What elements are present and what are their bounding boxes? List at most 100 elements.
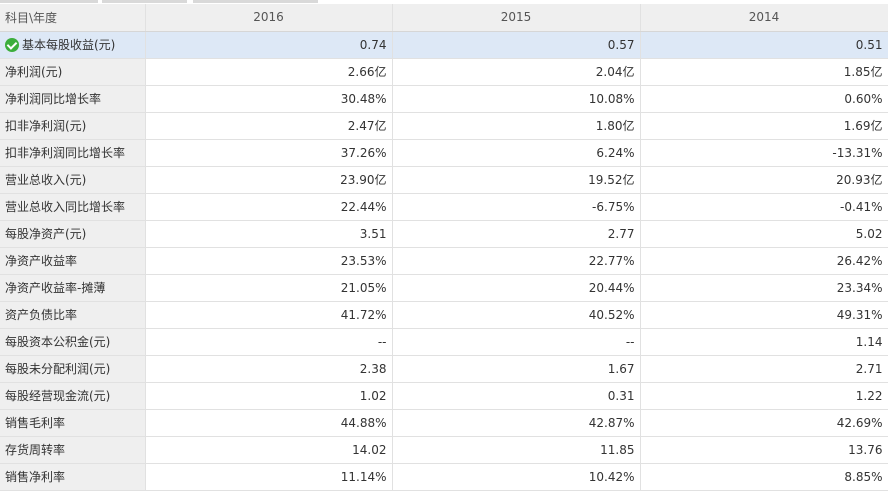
row-label-cell[interactable]: 净资产收益率-摊薄 — [0, 274, 146, 302]
table-row[interactable]: 存货周转率 14.02 11.85 13.76 — [0, 436, 888, 464]
value-cell: 2.71 — [640, 355, 888, 383]
row-label: 每股未分配利润(元) — [5, 362, 111, 376]
value-cell: 2.77 — [392, 220, 641, 248]
value-cell: 42.87% — [392, 409, 641, 437]
row-label-cell[interactable]: 营业总收入(元) — [0, 166, 146, 194]
value-cell: 49.31% — [640, 301, 888, 329]
row-label: 销售净利率 — [5, 470, 66, 484]
row-label-cell[interactable]: 每股经营现金流(元) — [0, 382, 146, 410]
row-label-cell[interactable]: 净利润(元) — [0, 58, 146, 86]
table-row[interactable]: 每股净资产(元) 3.51 2.77 5.02 — [0, 220, 888, 248]
table-row[interactable]: 营业总收入(元) 23.90亿 19.52亿 20.93亿 — [0, 166, 888, 194]
row-label: 存货周转率 — [5, 443, 66, 457]
value-cell: 20.93亿 — [640, 166, 888, 194]
value-cell: 21.05% — [145, 274, 393, 302]
value-cell: 2.04亿 — [392, 58, 641, 86]
value-cell: 1.14 — [640, 328, 888, 356]
value-cell: 13.76 — [640, 436, 888, 464]
row-label-cell[interactable]: 存货周转率 — [0, 436, 146, 464]
value-cell: 22.77% — [392, 247, 641, 275]
value-cell: 2.66亿 — [145, 58, 393, 86]
value-cell: 1.80亿 — [392, 112, 641, 140]
row-label: 每股经营现金流(元) — [5, 389, 111, 403]
value-cell: 5.02 — [640, 220, 888, 248]
table-row[interactable]: 销售毛利率 44.88% 42.87% 42.69% — [0, 409, 888, 437]
row-label-cell[interactable]: 每股资本公积金(元) — [0, 328, 146, 356]
row-label: 营业总收入(元) — [5, 173, 87, 187]
row-label-cell[interactable]: 每股未分配利润(元) — [0, 355, 146, 383]
value-cell: 1.02 — [145, 382, 393, 410]
value-cell: 41.72% — [145, 301, 393, 329]
value-cell: 14.02 — [145, 436, 393, 464]
tab-indicator — [102, 0, 187, 3]
value-cell: 10.42% — [392, 463, 641, 491]
value-cell: 19.52亿 — [392, 166, 641, 194]
row-label: 净利润(元) — [5, 65, 63, 79]
value-cell: -- — [145, 328, 393, 356]
tab-indicator — [193, 0, 318, 3]
value-cell: 0.51 — [640, 31, 888, 59]
header-year[interactable]: 2016 — [145, 4, 393, 32]
table-row[interactable]: 扣非净利润(元) 2.47亿 1.80亿 1.69亿 — [0, 112, 888, 140]
value-cell: 3.51 — [145, 220, 393, 248]
header-row: 科目\年度 2016 2015 2014 — [0, 4, 888, 32]
row-label-cell[interactable]: 扣非净利润(元) — [0, 112, 146, 140]
table-row[interactable]: 每股未分配利润(元) 2.38 1.67 2.71 — [0, 355, 888, 383]
table-row[interactable]: 每股资本公积金(元) -- -- 1.14 — [0, 328, 888, 356]
table-row[interactable]: 净资产收益率-摊薄 21.05% 20.44% 23.34% — [0, 274, 888, 302]
value-cell: 1.85亿 — [640, 58, 888, 86]
header-label: 科目\年度 — [0, 4, 146, 32]
value-cell: 30.48% — [145, 85, 393, 113]
header-year[interactable]: 2014 — [640, 4, 888, 32]
table-row[interactable]: 净资产收益率 23.53% 22.77% 26.42% — [0, 247, 888, 275]
table-row[interactable]: 净利润同比增长率 30.48% 10.08% 0.60% — [0, 85, 888, 113]
row-label: 基本每股收益(元) — [22, 38, 116, 52]
tab-indicator — [0, 0, 98, 3]
table-row[interactable]: 扣非净利润同比增长率 37.26% 6.24% -13.31% — [0, 139, 888, 167]
row-label: 扣非净利润同比增长率 — [5, 146, 126, 160]
value-cell: 11.85 — [392, 436, 641, 464]
value-cell: 8.85% — [640, 463, 888, 491]
row-label: 净资产收益率-摊薄 — [5, 281, 106, 295]
row-label-cell[interactable]: 净资产收益率 — [0, 247, 146, 275]
row-label: 每股资本公积金(元) — [5, 335, 111, 349]
value-cell: 1.67 — [392, 355, 641, 383]
row-label: 资产负债比率 — [5, 308, 78, 322]
table-row[interactable]: 每股经营现金流(元) 1.02 0.31 1.22 — [0, 382, 888, 410]
value-cell: 10.08% — [392, 85, 641, 113]
value-cell: 0.31 — [392, 382, 641, 410]
check-circle-icon — [5, 38, 19, 52]
table-row[interactable]: 基本每股收益(元) 0.74 0.57 0.51 — [0, 31, 888, 59]
table-row[interactable]: 销售净利率 11.14% 10.42% 8.85% — [0, 463, 888, 491]
table-row[interactable]: 资产负债比率 41.72% 40.52% 49.31% — [0, 301, 888, 329]
value-cell: -- — [392, 328, 641, 356]
row-label-cell[interactable]: 净利润同比增长率 — [0, 85, 146, 113]
value-cell: 2.47亿 — [145, 112, 393, 140]
value-cell: -0.41% — [640, 193, 888, 221]
row-label-cell[interactable]: 每股净资产(元) — [0, 220, 146, 248]
value-cell: 23.90亿 — [145, 166, 393, 194]
value-cell: 23.53% — [145, 247, 393, 275]
row-label-cell[interactable]: 营业总收入同比增长率 — [0, 193, 146, 221]
header-year[interactable]: 2015 — [392, 4, 641, 32]
row-label-cell[interactable]: 扣非净利润同比增长率 — [0, 139, 146, 167]
value-cell: 6.24% — [392, 139, 641, 167]
row-label-cell[interactable]: 资产负债比率 — [0, 301, 146, 329]
value-cell: 22.44% — [145, 193, 393, 221]
value-cell: 0.60% — [640, 85, 888, 113]
value-cell: 40.52% — [392, 301, 641, 329]
row-label: 每股净资产(元) — [5, 227, 87, 241]
top-tab-strip — [0, 0, 888, 4]
value-cell: 0.74 — [145, 31, 393, 59]
row-label-cell[interactable]: 销售毛利率 — [0, 409, 146, 437]
table-row[interactable]: 营业总收入同比增长率 22.44% -6.75% -0.41% — [0, 193, 888, 221]
row-label: 净资产收益率 — [5, 254, 78, 268]
row-label-cell[interactable]: 基本每股收益(元) — [0, 31, 146, 59]
value-cell: 20.44% — [392, 274, 641, 302]
table-row[interactable]: 净利润(元) 2.66亿 2.04亿 1.85亿 — [0, 58, 888, 86]
value-cell: 1.22 — [640, 382, 888, 410]
row-label-cell[interactable]: 销售净利率 — [0, 463, 146, 491]
value-cell: 42.69% — [640, 409, 888, 437]
value-cell: 44.88% — [145, 409, 393, 437]
financial-indicators-table: 科目\年度 2016 2015 2014 基本每股收益(元) 0.74 0.57 0.… — [0, 4, 888, 491]
